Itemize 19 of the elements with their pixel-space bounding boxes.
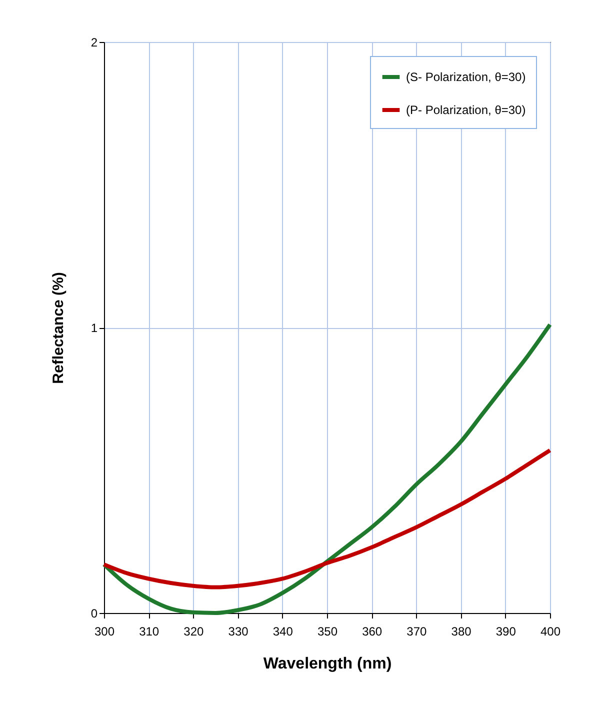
x-tick-label: 390 [496,624,516,638]
line-series [102,448,552,590]
x-tick-label: 360 [362,624,382,638]
x-tick-label: 320 [184,624,204,638]
y-tick-label: 1 [90,321,98,335]
y-tick-label: 0 [90,606,98,620]
x-axis-title: Wavelength (nm) [263,656,392,672]
legend-label: (S- Polarization, θ=30) [406,70,526,84]
y-tick-label: 2 [90,36,98,50]
x-tick-label: 300 [94,624,115,638]
x-tick-label: 330 [228,624,249,638]
x-tick-label: 400 [540,624,561,638]
x-tick-label: 310 [139,624,160,638]
legend-label: (P- Polarization, θ=30) [406,103,526,117]
x-tick-label: 340 [272,624,294,638]
x-tick-label: 350 [317,624,338,638]
x-tick-label: 370 [406,624,428,638]
y-axis-title: Reflectance (%) [50,272,67,384]
x-tick-label: 380 [451,624,472,638]
